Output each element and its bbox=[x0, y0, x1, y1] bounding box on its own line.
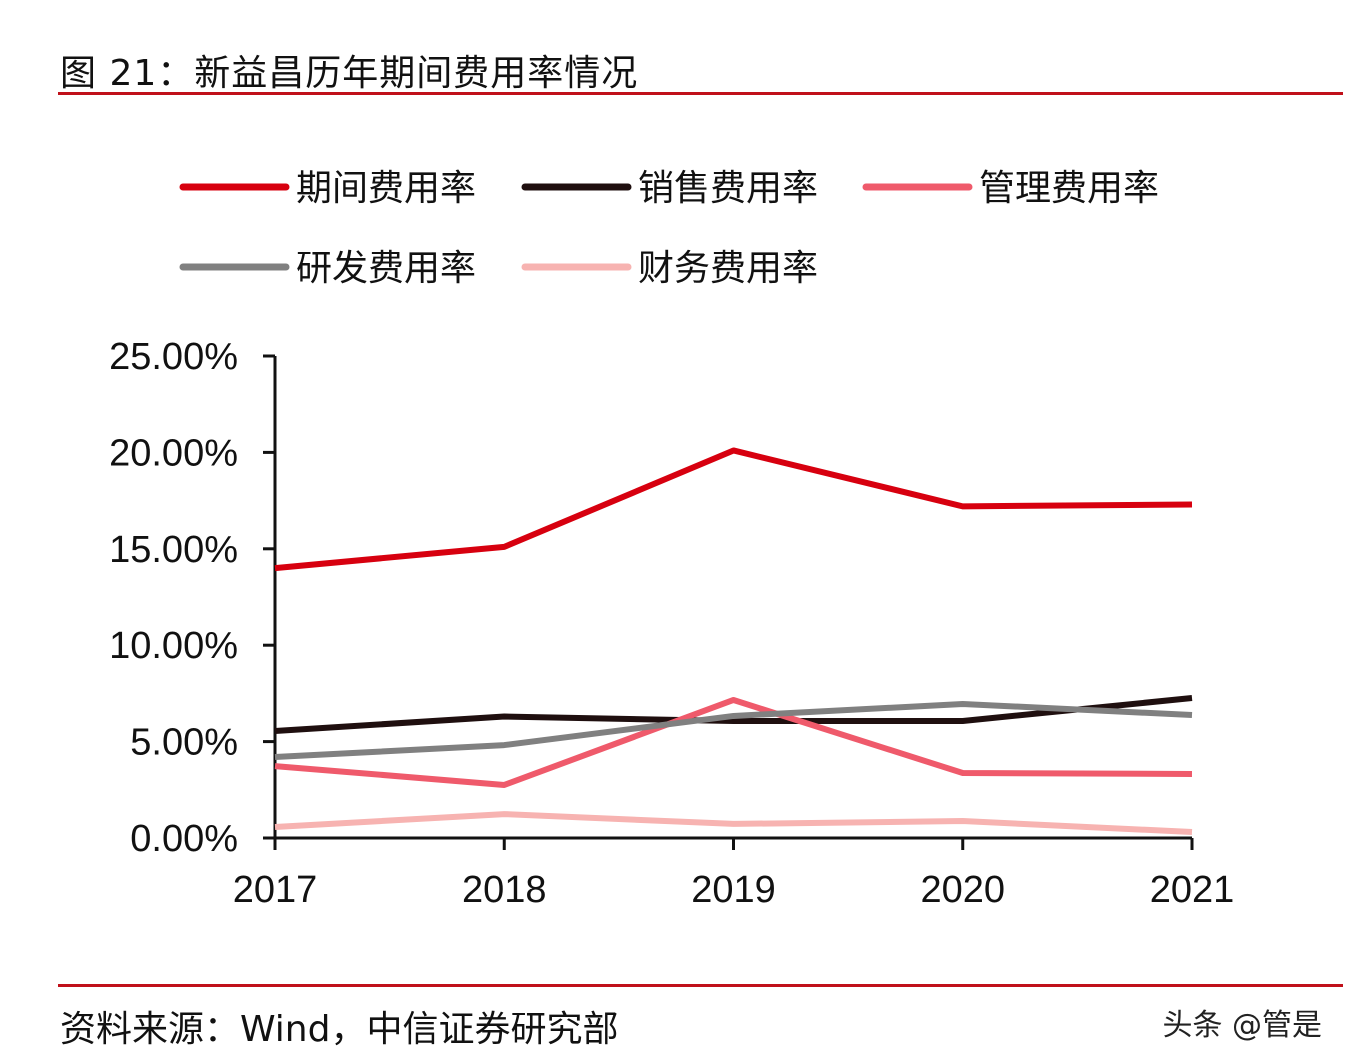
legend-label: 财务费用率 bbox=[638, 248, 818, 289]
y-tick-label: 0.00% bbox=[130, 818, 238, 860]
title-rule bbox=[58, 92, 1343, 95]
source-note: 资料来源：Wind，中信证券研究部 bbox=[60, 1009, 619, 1050]
figure-title: 图 21：新益昌历年期间费用率情况 bbox=[60, 53, 639, 94]
legend-label: 管理费用率 bbox=[979, 168, 1159, 209]
x-tick-label: 2019 bbox=[691, 869, 776, 911]
y-tick-label: 5.00% bbox=[130, 722, 238, 764]
watermark: 头条 @管是 bbox=[1162, 1008, 1322, 1043]
series-line bbox=[274, 696, 1193, 788]
legend-label: 研发费用率 bbox=[296, 248, 476, 289]
y-tick-label: 10.00% bbox=[109, 625, 238, 667]
y-tick-label: 15.00% bbox=[109, 529, 238, 571]
x-tick-label: 2021 bbox=[1150, 869, 1235, 911]
x-tick-label: 2018 bbox=[462, 869, 547, 911]
y-tick-label: 20.00% bbox=[109, 432, 238, 474]
footer-rule bbox=[58, 984, 1343, 987]
x-tick-label: 2020 bbox=[920, 869, 1005, 911]
y-tick-label: 25.00% bbox=[109, 336, 238, 378]
series-line bbox=[274, 447, 1193, 572]
x-tick-label: 2017 bbox=[233, 869, 318, 911]
legend-label: 销售费用率 bbox=[638, 168, 818, 209]
series-line bbox=[274, 811, 1193, 836]
series-line bbox=[274, 701, 1193, 761]
legend-label: 期间费用率 bbox=[296, 168, 476, 209]
series-line bbox=[274, 695, 1193, 734]
